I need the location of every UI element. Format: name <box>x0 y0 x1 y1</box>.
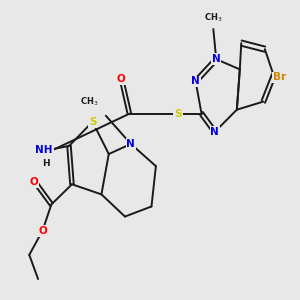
Text: CH$_3$: CH$_3$ <box>204 12 223 24</box>
Text: N: N <box>210 127 219 137</box>
Text: N: N <box>191 76 200 86</box>
Text: N: N <box>127 139 135 149</box>
Text: N: N <box>127 139 135 149</box>
Text: H: H <box>42 159 50 168</box>
Text: S: S <box>174 109 182 119</box>
Text: Br: Br <box>273 72 286 82</box>
Text: NH: NH <box>35 145 53 155</box>
Text: N: N <box>212 54 220 64</box>
Text: O: O <box>38 226 47 236</box>
Text: O: O <box>29 177 38 187</box>
Text: CH$_3$: CH$_3$ <box>80 96 98 109</box>
Text: O: O <box>116 74 125 84</box>
Text: S: S <box>89 117 96 127</box>
